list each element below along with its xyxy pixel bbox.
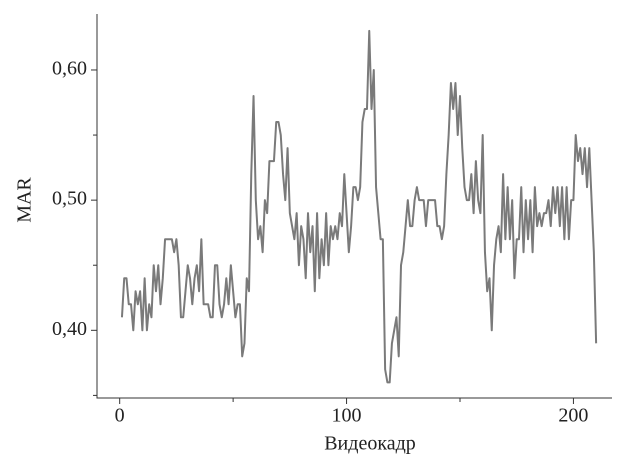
data-line xyxy=(120,29,598,384)
x-axis-label: Видеокадр xyxy=(324,433,416,455)
axes-frame xyxy=(96,14,612,399)
y-tick-label: 0,50 xyxy=(52,188,87,210)
x-tick-label: 0 xyxy=(115,405,125,427)
y-tick-label: 0,60 xyxy=(52,58,87,80)
y-axis-label: MAR xyxy=(14,177,36,223)
y-tick-label: 0,40 xyxy=(52,318,87,340)
x-tick-label: 100 xyxy=(332,405,362,427)
x-tick-label: 200 xyxy=(558,405,588,427)
